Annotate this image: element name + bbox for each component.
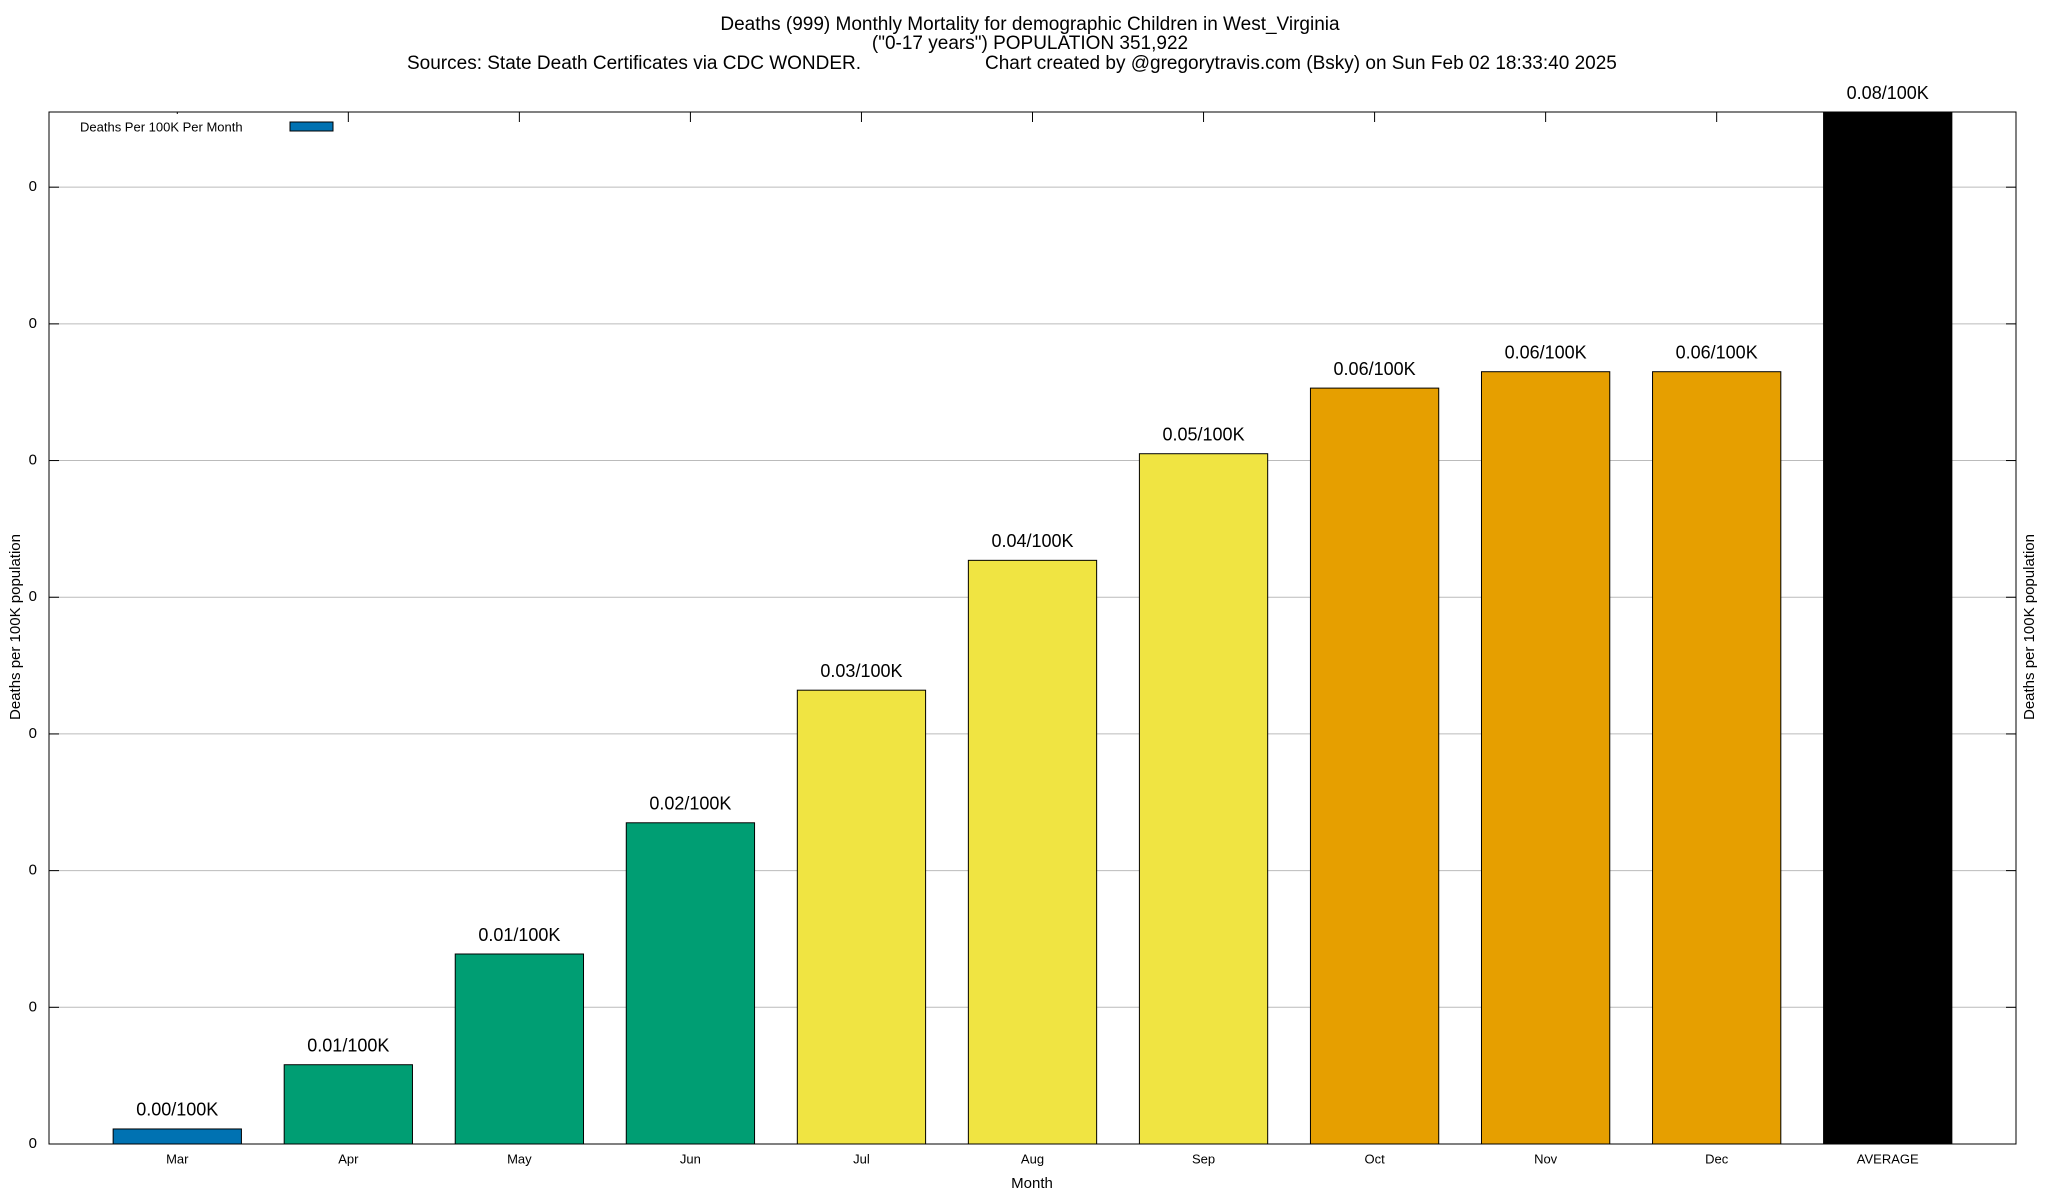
value-label: 0.01/100K [307,1035,389,1055]
x-tick-label: AVERAGE [1857,1151,1919,1166]
value-label: 0.02/100K [649,794,731,814]
y-tick-label: 0 [29,315,37,332]
x-tick-label: Apr [338,1151,359,1166]
value-label: 0.03/100K [820,661,902,681]
x-tick-label: Oct [1364,1151,1385,1166]
x-tick-label: May [507,1151,532,1166]
value-label: 0.01/100K [478,925,560,945]
y-tick-label: 0 [29,452,37,469]
bar [454,953,585,1144]
x-tick-label: Mar [166,1151,189,1166]
bar [796,689,927,1144]
y-tick-label: 0 [29,1135,37,1152]
legend-swatch [289,121,334,132]
bar [1309,387,1440,1144]
bar [1823,112,1953,1144]
value-label: 0.05/100K [1163,424,1245,444]
value-label: 0.08/100K [1847,83,1929,103]
y-tick-label: 0 [29,998,37,1015]
y-tick-label: 0 [29,725,37,742]
bar [1652,371,1782,1144]
bar [1480,371,1611,1144]
chart-source: Sources: State Death Certificates via CD… [407,53,861,74]
value-label: 0.00/100K [136,1100,218,1120]
bar [625,822,756,1144]
x-tick-label: Jun [680,1151,701,1166]
chart-subtitle: ("0-17 years") POPULATION 351,922 [872,33,1188,54]
chart-title: Deaths (999) Monthly Mortality for demog… [720,14,1340,35]
legend-label: Deaths Per 100K Per Month [80,119,243,134]
value-label: 0.04/100K [991,531,1073,551]
value-label: 0.06/100K [1334,359,1416,379]
x-tick-label: Dec [1705,1151,1729,1166]
bar [283,1064,413,1144]
y-tick-label: 0 [29,862,37,879]
bar [112,1128,242,1144]
x-axis-label: Month [1011,1175,1053,1192]
bar [1138,453,1269,1144]
x-tick-label: Jul [853,1151,870,1166]
y-tick-label: 0 [29,588,37,605]
value-label: 0.06/100K [1676,342,1758,362]
y2-axis-label: Deaths per 100K population [2021,534,2038,720]
value-label: 0.06/100K [1505,342,1587,362]
x-tick-label: Aug [1021,1151,1044,1166]
y-axis-label: Deaths per 100K population [7,534,24,720]
bar [967,559,1098,1144]
x-tick-label: Sep [1192,1151,1215,1166]
x-tick-label: Nov [1534,1151,1558,1166]
chart-credit: Chart created by @gregorytravis.com (Bsk… [985,53,1617,74]
plot-frame [48,111,2017,1145]
y-tick-label: 0 [29,178,37,195]
